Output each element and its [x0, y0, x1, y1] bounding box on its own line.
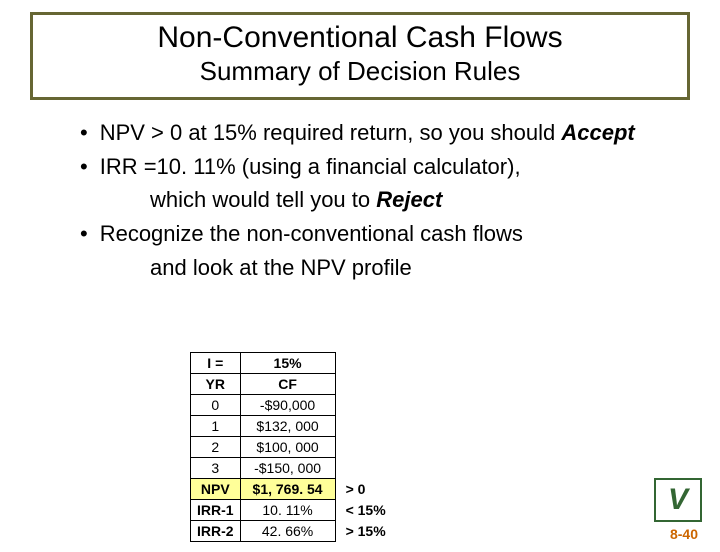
bullet-list: • NPV > 0 at 15% required return, so you…: [60, 118, 680, 282]
table-cell: IRR-1: [191, 500, 241, 521]
table-cell: [335, 395, 392, 416]
table-cell: -$150, 000: [240, 458, 335, 479]
table-row: I = 15%: [191, 353, 393, 374]
table-cell: 15%: [240, 353, 335, 374]
table-cell: 10. 11%: [240, 500, 335, 521]
table-row-irr2: IRR-2 42. 66% > 15%: [191, 521, 393, 542]
table-cell: $132, 000: [240, 416, 335, 437]
bullet-continuation: and look at the NPV profile: [150, 253, 680, 283]
title-box: Non-Conventional Cash Flows Summary of D…: [30, 12, 690, 100]
table-row: YR CF: [191, 374, 393, 395]
bullet-text: Recognize the non-conventional cash flow…: [100, 219, 680, 249]
table-row: 2 $100, 000: [191, 437, 393, 458]
table-cell: < 15%: [335, 500, 392, 521]
table-row-irr1: IRR-1 10. 11% < 15%: [191, 500, 393, 521]
table-row-npv: NPV $1, 769. 54 > 0: [191, 479, 393, 500]
bullet-dot: •: [80, 118, 88, 148]
bullet-dot: •: [80, 219, 88, 249]
cashflow-table: I = 15% YR CF 0 -$90,000 1 $132, 000 2 $…: [190, 352, 393, 542]
table-cell: [335, 353, 392, 374]
table-cell: [335, 437, 392, 458]
table-cell: -$90,000: [240, 395, 335, 416]
logo: V: [654, 478, 702, 522]
table-cell: $1, 769. 54: [240, 479, 335, 500]
table-cell: I =: [191, 353, 241, 374]
table-cell: NPV: [191, 479, 241, 500]
table-row: 0 -$90,000: [191, 395, 393, 416]
bullet-continuation: which would tell you to Reject: [150, 185, 680, 215]
table-cell: CF: [240, 374, 335, 395]
table-row: 3 -$150, 000: [191, 458, 393, 479]
slide-title: Non-Conventional Cash Flows: [43, 21, 677, 54]
bullet-item: • IRR =10. 11% (using a financial calcul…: [60, 152, 680, 182]
table-cell: [335, 458, 392, 479]
bullet-item: • Recognize the non-conventional cash fl…: [60, 219, 680, 249]
bullet-dot: •: [80, 152, 88, 182]
table-cell: 0: [191, 395, 241, 416]
logo-letter: V: [668, 483, 688, 517]
table-cell: 2: [191, 437, 241, 458]
table-cell: IRR-2: [191, 521, 241, 542]
bullet-item: • NPV > 0 at 15% required return, so you…: [60, 118, 680, 148]
bullet-text: IRR =10. 11% (using a financial calculat…: [100, 152, 680, 182]
table-cell: 3: [191, 458, 241, 479]
table-cell: YR: [191, 374, 241, 395]
table-cell: [335, 416, 392, 437]
table-cell: 1: [191, 416, 241, 437]
table-cell: > 0: [335, 479, 392, 500]
bullet-text: NPV > 0 at 15% required return, so you s…: [100, 118, 680, 148]
table-row: 1 $132, 000: [191, 416, 393, 437]
table-cell: $100, 000: [240, 437, 335, 458]
table-cell: 42. 66%: [240, 521, 335, 542]
table-cell: [335, 374, 392, 395]
slide-subtitle: Summary of Decision Rules: [43, 56, 677, 87]
table-cell: > 15%: [335, 521, 392, 542]
